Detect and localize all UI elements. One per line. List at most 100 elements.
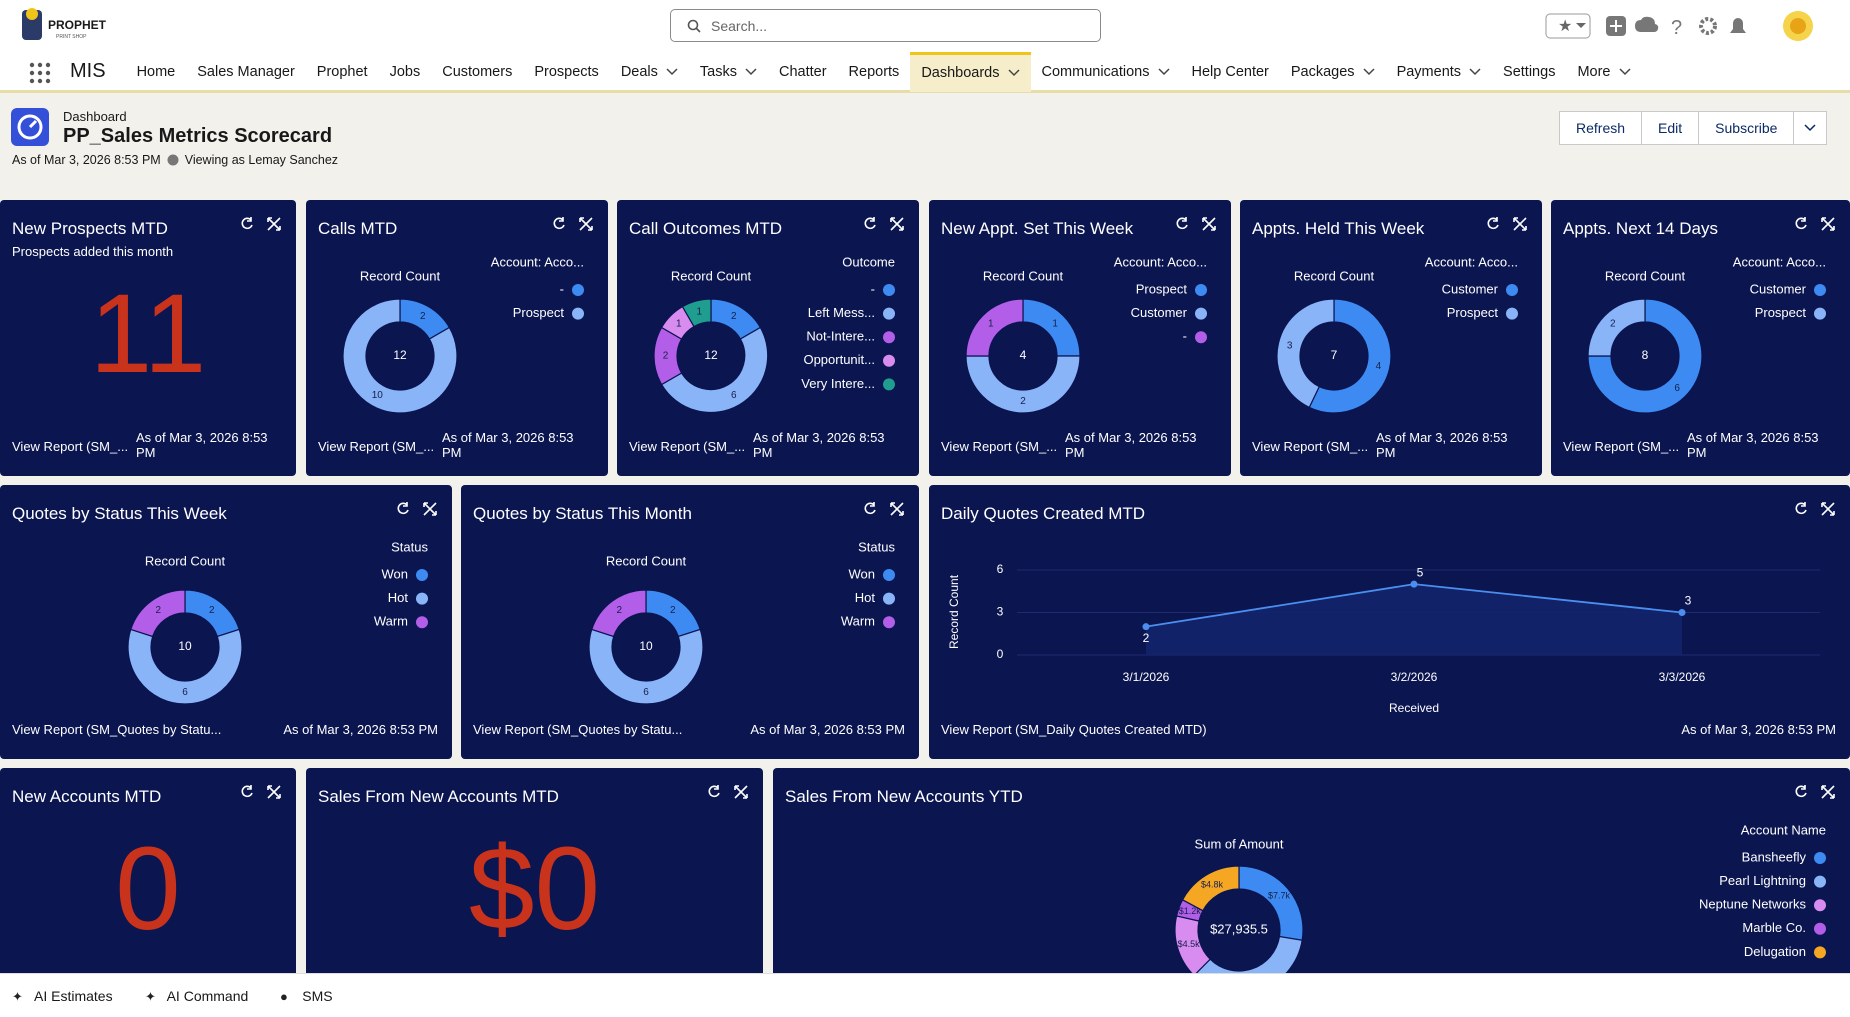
refresh-icon[interactable] bbox=[241, 217, 253, 230]
legend-swatch bbox=[883, 592, 895, 605]
toolbar-icons[interactable]: ★ ? bbox=[1540, 0, 1830, 53]
header-kind: Dashboard bbox=[63, 109, 127, 124]
widget-actions[interactable] bbox=[1794, 501, 1838, 517]
nav-item[interactable]: Communications bbox=[1031, 52, 1181, 92]
widget-as-of: As of Mar 3, 2026 8:53 PM bbox=[136, 430, 268, 460]
refresh-icon[interactable] bbox=[864, 217, 876, 230]
widget-actions[interactable] bbox=[863, 501, 907, 517]
refresh-icon[interactable] bbox=[1795, 785, 1807, 798]
nav-item[interactable]: Customers bbox=[431, 52, 523, 92]
nav-item[interactable]: Sales Manager bbox=[186, 52, 306, 92]
widget-actions[interactable] bbox=[1486, 216, 1530, 232]
view-report-link[interactable]: View Report (SM_... bbox=[629, 439, 746, 454]
utility-item[interactable]: ✦ AI Command bbox=[145, 988, 249, 1004]
view-report-link[interactable]: View Report (SM_... bbox=[318, 439, 435, 454]
legend-swatch bbox=[1195, 307, 1207, 320]
refresh-icon[interactable] bbox=[864, 502, 876, 515]
nav-item[interactable]: More bbox=[1566, 52, 1641, 92]
utility-item[interactable]: ● SMS bbox=[280, 988, 332, 1004]
nav-item[interactable]: Help Center bbox=[1181, 52, 1280, 92]
legend-swatch bbox=[883, 569, 895, 581]
expand-icon[interactable] bbox=[267, 217, 281, 231]
expand-icon[interactable] bbox=[1821, 785, 1835, 799]
view-report-link[interactable]: View Report (SM_Quotes by Statu... bbox=[473, 722, 683, 737]
utility-item[interactable]: ✦ AI Estimates bbox=[12, 988, 113, 1004]
refresh-icon[interactable] bbox=[1795, 217, 1807, 230]
expand-icon[interactable] bbox=[890, 217, 904, 231]
refresh-icon[interactable] bbox=[1176, 217, 1188, 230]
legend-title: Status bbox=[391, 539, 428, 554]
expand-icon[interactable] bbox=[1821, 502, 1835, 516]
legend-label: Warm bbox=[374, 614, 408, 629]
widget-actions[interactable] bbox=[552, 216, 596, 232]
page-header: Dashboard PP_Sales Metrics Scorecard As … bbox=[0, 96, 1850, 188]
widget-actions[interactable] bbox=[707, 784, 751, 800]
legend-label: Prospect bbox=[1136, 281, 1188, 296]
view-report-link[interactable]: View Report (SM_... bbox=[941, 439, 1058, 454]
icon-glyph: ✦ bbox=[12, 989, 23, 1003]
refresh-icon[interactable] bbox=[1487, 217, 1499, 230]
measure-label: Record Count bbox=[671, 268, 752, 283]
app-launcher[interactable] bbox=[0, 52, 60, 92]
nav-item[interactable]: Prophet bbox=[306, 52, 379, 92]
widget-actions[interactable] bbox=[1794, 784, 1838, 800]
header-button[interactable]: Subscribe bbox=[1698, 111, 1795, 145]
nav-item[interactable]: Payments bbox=[1386, 52, 1492, 92]
widget-actions[interactable] bbox=[863, 216, 907, 232]
widget-actions[interactable] bbox=[1794, 216, 1838, 232]
header-button[interactable]: Refresh bbox=[1559, 111, 1643, 145]
nav-label: Home bbox=[136, 63, 176, 80]
legend-label: Very Intere... bbox=[801, 376, 875, 391]
donut-segment bbox=[127, 628, 243, 705]
view-report-link[interactable]: View Report (SM_Quotes by Statu... bbox=[12, 722, 222, 737]
segment-label: 10 bbox=[372, 390, 384, 401]
segment-label: 2 bbox=[663, 351, 669, 362]
widget-actions[interactable] bbox=[240, 784, 284, 800]
x-tick-label: 3/1/2026 bbox=[1123, 670, 1170, 684]
nav-item[interactable]: Packages bbox=[1280, 52, 1386, 92]
expand-icon[interactable] bbox=[579, 217, 593, 231]
expand-icon[interactable] bbox=[1513, 217, 1527, 231]
donut-segment bbox=[645, 589, 701, 638]
view-report-link[interactable]: View Report (SM_... bbox=[12, 439, 129, 454]
search-box[interactable]: Search... bbox=[670, 9, 1101, 42]
refresh-icon[interactable] bbox=[397, 502, 409, 515]
widget-actions[interactable] bbox=[1175, 216, 1219, 232]
expand-icon[interactable] bbox=[734, 785, 748, 799]
expand-icon[interactable] bbox=[423, 502, 437, 516]
chevron bbox=[666, 67, 678, 75]
widget-actions[interactable] bbox=[396, 501, 440, 517]
nav-item[interactable]: Settings bbox=[1492, 52, 1566, 92]
nav-item[interactable]: Home bbox=[126, 52, 187, 92]
line-area bbox=[1146, 584, 1682, 655]
expand-icon[interactable] bbox=[890, 502, 904, 516]
refresh-icon[interactable] bbox=[241, 785, 253, 798]
nav-item[interactable]: Jobs bbox=[379, 52, 432, 92]
widget-actions[interactable] bbox=[240, 216, 284, 232]
header-button-menu[interactable] bbox=[1793, 111, 1828, 145]
expand-icon[interactable] bbox=[1202, 217, 1216, 231]
nav-item[interactable]: Tasks bbox=[689, 52, 768, 92]
nav-item[interactable]: Dashboards bbox=[910, 51, 1031, 92]
refresh-icon[interactable] bbox=[553, 217, 565, 230]
legend-swatch bbox=[416, 569, 428, 581]
widget-title: Sales From New Accounts MTD bbox=[318, 787, 559, 806]
nav-label: Chatter bbox=[778, 63, 827, 80]
nav-item[interactable]: Prospects bbox=[523, 52, 609, 92]
view-report-link[interactable]: View Report (SM_... bbox=[1252, 439, 1369, 454]
header-button[interactable]: Edit bbox=[1641, 111, 1700, 145]
refresh-icon[interactable] bbox=[1795, 502, 1807, 515]
view-report-link[interactable]: View Report (SM_... bbox=[1563, 439, 1680, 454]
nav-item[interactable]: Chatter bbox=[768, 52, 838, 92]
refresh-icon[interactable] bbox=[708, 785, 720, 798]
view-report-link[interactable]: View Report (SM_Daily Quotes Created MTD… bbox=[941, 722, 1207, 737]
nav-item[interactable]: Reports bbox=[838, 52, 911, 92]
donut-segment bbox=[965, 298, 1024, 357]
donut-segment bbox=[965, 355, 1081, 414]
nav-item[interactable]: Deals bbox=[610, 52, 689, 92]
expand-icon[interactable] bbox=[267, 785, 281, 799]
header-as-of: As of Mar 3, 2026 8:53 PM bbox=[12, 153, 161, 167]
expand-icon[interactable] bbox=[1821, 217, 1835, 231]
nav-label: Help Center bbox=[1191, 63, 1269, 80]
donut-total: 7 bbox=[1331, 348, 1338, 362]
